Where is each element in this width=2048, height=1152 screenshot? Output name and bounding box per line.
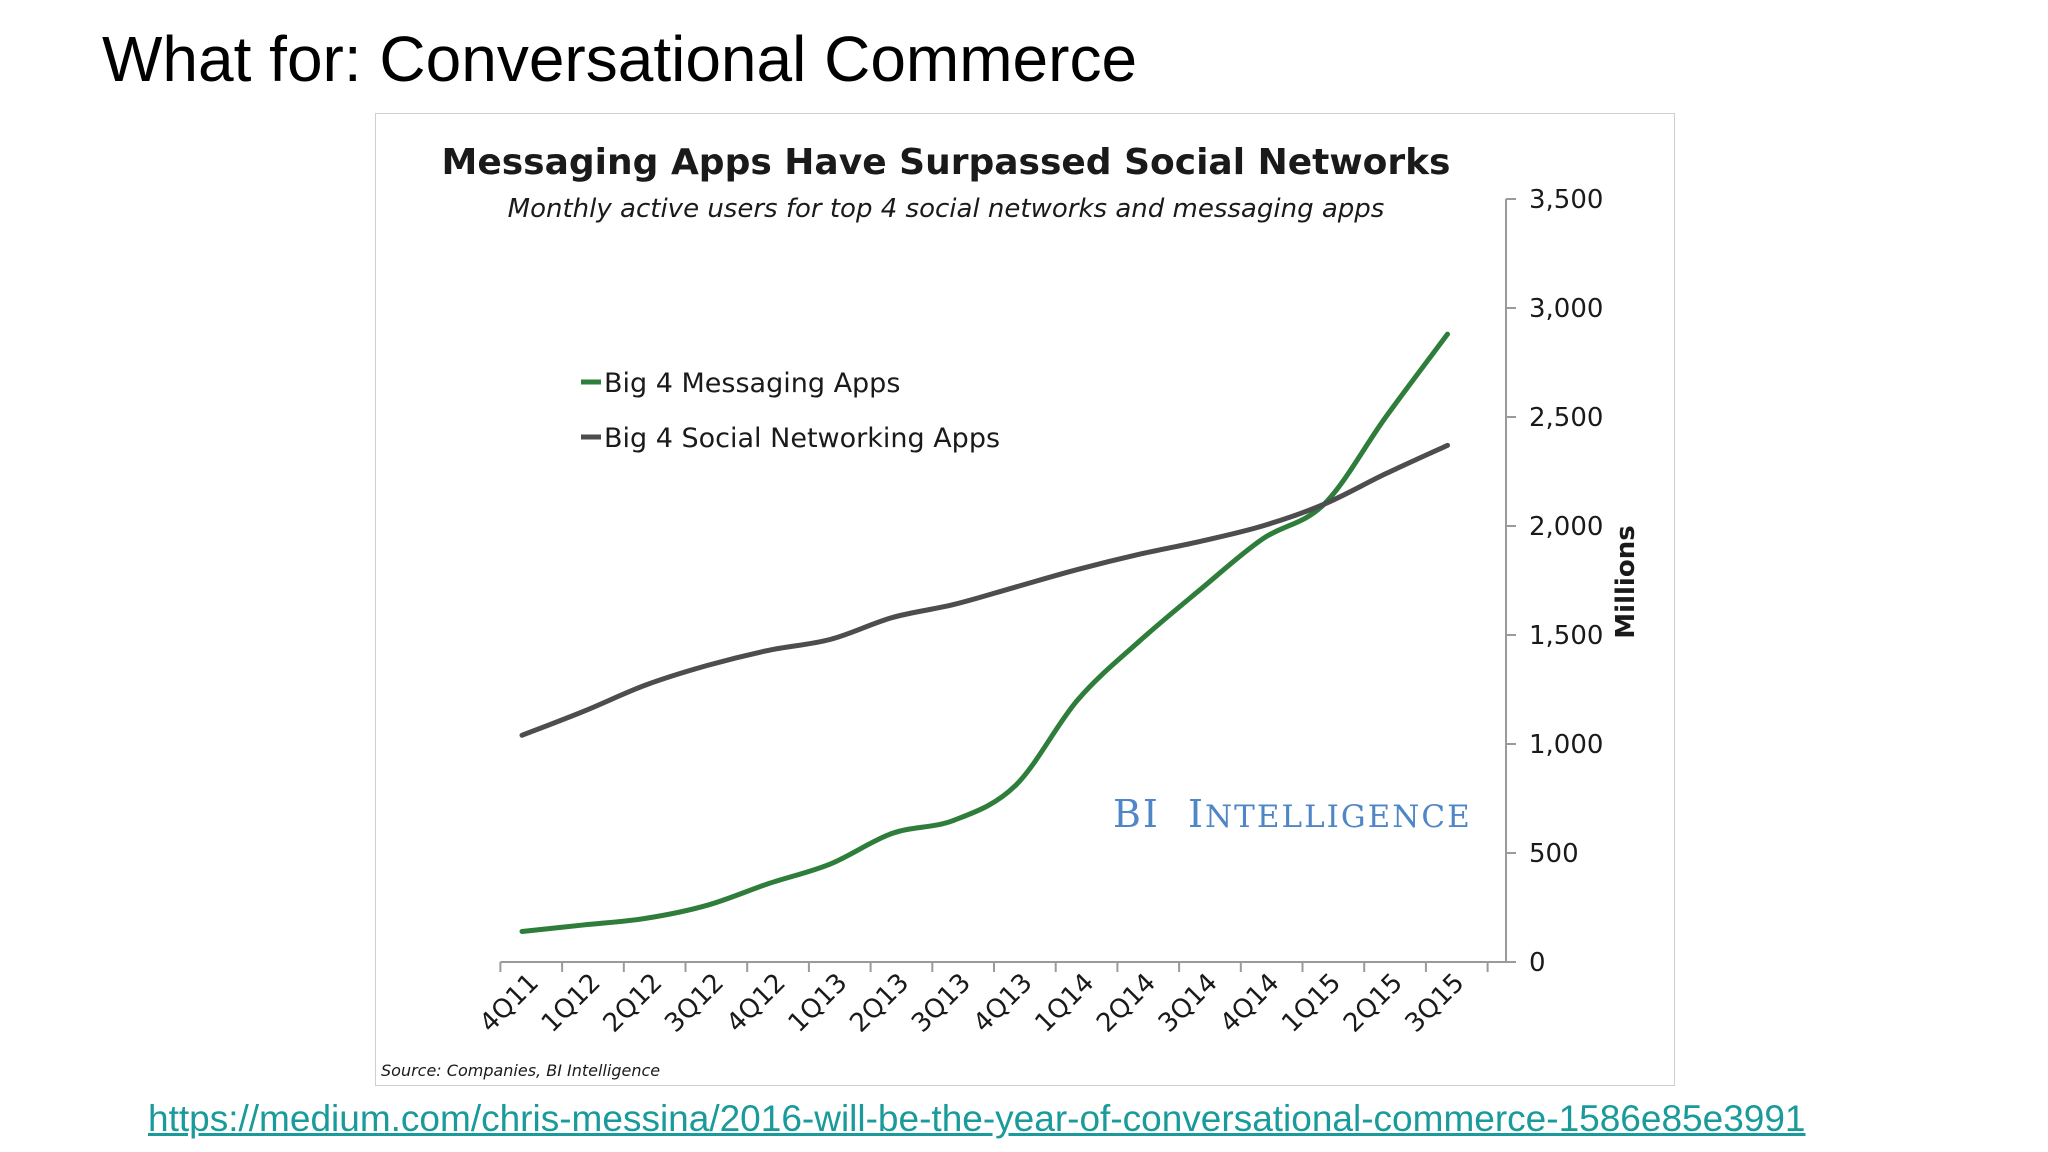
x-tick-label: 4Q11 [474, 968, 545, 1039]
legend: Big 4 Messaging Apps Big 4 Social Networ… [581, 368, 1000, 454]
slide-title: What for: Conversational Commerce [102, 23, 1138, 95]
legend-label-social: Big 4 Social Networking Apps [604, 423, 1000, 454]
x-tick-label: 3Q15 [1400, 968, 1471, 1039]
source-link[interactable]: https://medium.com/chris-messina/2016-wi… [148, 1098, 1806, 1139]
x-tick-label: 2Q14 [1091, 968, 1162, 1039]
legend-label-messaging: Big 4 Messaging Apps [604, 368, 900, 399]
bi-intelligence-watermark: BI INTELLIGENCE [1113, 792, 1472, 836]
chart-title: Messaging Apps Have Surpassed Social Net… [442, 142, 1451, 183]
y-tick-label: 1,000 [1529, 730, 1603, 760]
y-tick-label: 500 [1529, 839, 1579, 869]
watermark-bi: BI [1113, 792, 1160, 836]
watermark-rest: NTELLIGENCE [1205, 799, 1472, 835]
y-tick-label: 3,500 [1529, 185, 1603, 215]
x-tick-label: 2Q12 [598, 968, 669, 1039]
series-layer [519, 331, 1450, 934]
series-line-social [519, 442, 1450, 738]
series-line-messaging [519, 331, 1450, 934]
x-tick-label: 4Q14 [1215, 968, 1286, 1039]
y-tick-label: 2,000 [1529, 512, 1603, 542]
line-chart: Messaging Apps Have Surpassed Social Net… [381, 142, 1641, 1080]
y-axis: 0 500 1,000 1,500 2,000 2,500 3,000 3,500 [1505, 185, 1603, 978]
y-axis-label: Millions [1611, 525, 1641, 638]
chart-subtitle: Monthly active users for top 4 social ne… [508, 194, 1385, 224]
x-tick-label: 4Q12 [721, 968, 792, 1039]
x-tick-label: 2Q15 [1338, 968, 1409, 1039]
chart-frame: Messaging Apps Have Surpassed Social Net… [375, 113, 1675, 1086]
x-tick-label: 1Q15 [1276, 968, 1347, 1039]
x-tick-label: 1Q12 [536, 968, 607, 1039]
y-tick-label: 1,500 [1529, 621, 1603, 651]
x-tick-label: 1Q14 [1029, 968, 1100, 1039]
watermark-i: I [1188, 792, 1205, 836]
y-tick-label: 3,000 [1529, 294, 1603, 324]
y-tick-label: 2,500 [1529, 403, 1603, 433]
x-tick-label: 3Q14 [1153, 968, 1224, 1039]
x-tick-label: 2Q13 [844, 968, 915, 1039]
y-tick-label: 0 [1529, 948, 1546, 978]
x-tick-label: 4Q13 [968, 968, 1039, 1039]
x-axis: 4Q111Q122Q123Q124Q121Q132Q133Q134Q131Q14… [474, 961, 1506, 1039]
chart-source: Source: Companies, BI Intelligence [381, 1061, 660, 1080]
x-tick-label: 3Q12 [659, 968, 730, 1039]
x-tick-label: 1Q13 [783, 968, 854, 1039]
x-tick-label: 3Q13 [906, 968, 977, 1039]
